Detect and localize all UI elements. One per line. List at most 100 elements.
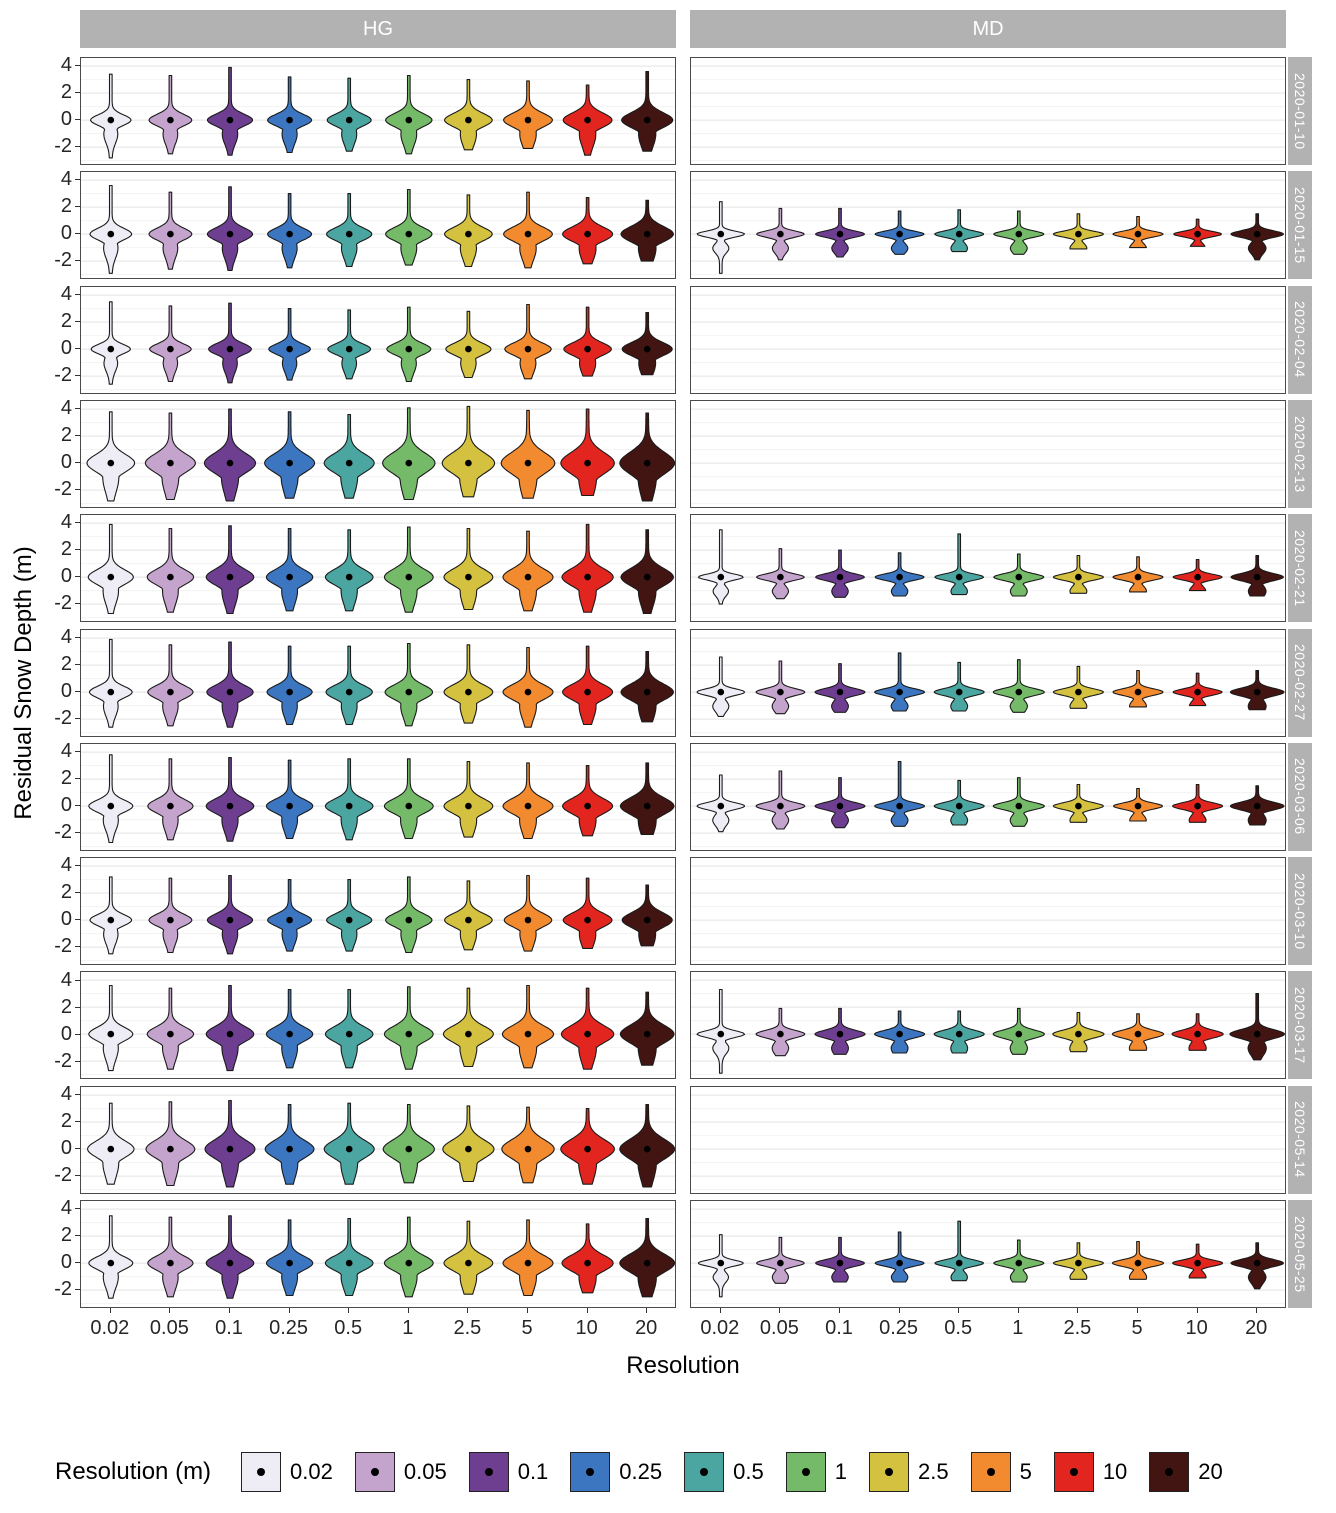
- y-tick-mark: [75, 865, 80, 867]
- median-dot: [836, 231, 844, 238]
- violin-HG-2020-01-15-2.5: [444, 194, 493, 268]
- y-tick-label: 0: [60, 222, 72, 245]
- legend-entry-0.25: 0.25: [570, 1452, 662, 1492]
- y-tick-mark: [75, 462, 80, 463]
- median-dot: [1253, 573, 1261, 581]
- violin-HG-2020-01-10-1: [385, 74, 433, 155]
- median-dot: [345, 345, 353, 352]
- median-dot: [584, 345, 591, 352]
- x-tick-mark: [1137, 1308, 1138, 1313]
- y-tick-label: -2: [54, 478, 72, 500]
- violin-HG-2020-02-04-0.05: [148, 304, 192, 382]
- violin-HG-2020-02-27-0.05: [147, 643, 194, 726]
- violin-HG-2020-02-27-5: [502, 646, 554, 728]
- violin-HG-2020-01-10-0.5: [326, 77, 372, 152]
- median-dot: [777, 573, 784, 581]
- violin-MD-2020-02-21-0.1: [815, 549, 865, 599]
- median-dot: [1253, 802, 1261, 810]
- violin-MD-2020-03-06-1: [992, 776, 1045, 827]
- median-dot: [345, 459, 353, 467]
- panel-canvas: [81, 1208, 675, 1305]
- violin-HG-2020-02-27-0.5: [325, 645, 373, 725]
- panel-MD-2020-01-10: [690, 57, 1286, 165]
- median-dot: [643, 573, 651, 581]
- x-tick-label: 0.25: [269, 1317, 309, 1339]
- median-dot: [1253, 688, 1261, 695]
- panel-MD-2020-01-15: [690, 171, 1286, 280]
- y-tick-mark: [75, 374, 80, 376]
- violin-HG-2020-01-10-0.02: [90, 73, 132, 159]
- median-dot: [524, 573, 532, 581]
- panel-canvas: [81, 522, 675, 619]
- x-tick-mark: [646, 1308, 648, 1313]
- median-dot: [465, 116, 472, 124]
- median-dot: [405, 231, 413, 238]
- violin-HG-2020-02-27-2.5: [443, 643, 494, 724]
- row-strip-2020-02-13: 2020-02-13: [1288, 399, 1312, 508]
- median-dot: [1075, 231, 1082, 238]
- median-dot: [524, 116, 532, 124]
- median-dot: [345, 1259, 353, 1267]
- panel-canvas: [81, 979, 675, 1076]
- legend-swatch-10: [1053, 1452, 1094, 1492]
- violin-HG-2020-05-14-0.02: [87, 1102, 135, 1185]
- median-dot: [107, 1031, 115, 1038]
- y-tick-label: -2: [54, 1049, 72, 1072]
- y-tick-label: 4: [60, 739, 72, 762]
- y-tick-mark: [75, 1120, 80, 1122]
- violin-HG-2020-02-27-20: [620, 650, 674, 722]
- median-dot: [896, 231, 903, 238]
- median-dot: [465, 1259, 472, 1267]
- violin-HG-2020-03-17-0.02: [88, 985, 134, 1072]
- median-dot: [777, 688, 784, 695]
- y-tick-mark: [75, 1289, 80, 1291]
- y-tick-mark: [75, 233, 80, 235]
- y-tick-mark: [75, 804, 80, 806]
- median-dot: [345, 1031, 353, 1038]
- median-dot: [1194, 688, 1201, 695]
- y-tick-mark: [75, 636, 80, 638]
- median-dot: [896, 1031, 903, 1038]
- median-dot: [896, 802, 903, 810]
- x-tick-label: 0.02: [90, 1317, 130, 1339]
- median-dot: [584, 1259, 591, 1267]
- median-dot: [405, 1145, 413, 1153]
- legend-swatch-0.1: [468, 1452, 509, 1492]
- median-dot: [226, 345, 234, 352]
- violin-HG-2020-02-21-5: [502, 530, 554, 612]
- panel-MD-2020-05-25: [690, 1200, 1286, 1308]
- violin-MD-2020-03-06-0.1: [814, 776, 866, 829]
- x-tick-mark: [109, 1308, 111, 1313]
- violin-HG-2020-02-21-10: [561, 524, 614, 613]
- violin-HG-2020-02-21-0.1: [205, 525, 255, 615]
- x-tick-mark: [1256, 1308, 1258, 1313]
- violin-HG-2020-02-27-1: [384, 642, 434, 726]
- violin-HG-2020-05-14-0.25: [264, 1103, 315, 1185]
- violin-HG-2020-02-21-0.02: [87, 524, 134, 615]
- median-dot: [226, 802, 234, 810]
- panel-canvas: [81, 1094, 675, 1190]
- x-tick-label: 1: [402, 1317, 414, 1339]
- median-dot: [643, 802, 651, 810]
- violin-HG-2020-03-17-0.1: [205, 985, 255, 1072]
- panel-canvas: [81, 751, 675, 847]
- violin-HG-2020-03-17-5: [501, 985, 555, 1069]
- violin-MD-2020-02-21-0.05: [756, 548, 805, 600]
- y-tick-label: -2: [54, 1163, 72, 1186]
- median-dot: [1253, 1031, 1261, 1038]
- legend-title: Resolution (m): [55, 1458, 212, 1485]
- median-dot: [226, 1031, 234, 1038]
- panel-canvas: [691, 294, 1285, 390]
- panel-MD-2020-02-04: [690, 285, 1286, 394]
- y-tick-label: 4: [60, 511, 72, 534]
- violin-HG-2020-02-04-0.25: [268, 307, 311, 381]
- median-dot: [465, 1031, 472, 1038]
- violin-HG-2020-02-04-5: [504, 303, 552, 379]
- median-dot: [524, 1145, 532, 1153]
- violin-HG-2020-05-25-20: [619, 1217, 675, 1298]
- median-dot: [1194, 1031, 1201, 1038]
- median-dot: [836, 573, 844, 581]
- y-tick-label: 0: [60, 793, 72, 816]
- violin-HG-2020-02-13-0.1: [203, 408, 257, 502]
